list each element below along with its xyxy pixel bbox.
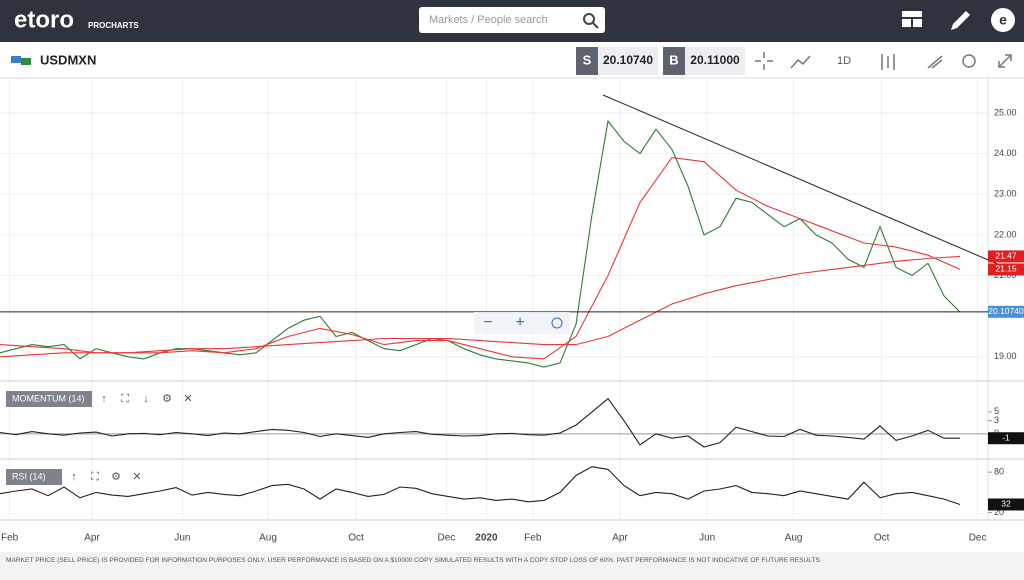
series-line (0, 466, 961, 506)
end-label: 21.15 (995, 264, 1017, 274)
y-tick-label: 24.00 (994, 148, 1017, 158)
edit-icon[interactable] (951, 11, 970, 30)
x-tick-label: Oct (348, 533, 364, 544)
end-label: 32 (1001, 499, 1011, 509)
indicator-title: MOMENTUM (14) (12, 393, 85, 403)
y-tick-label: 80 (994, 467, 1004, 477)
user-icon-letter: e (999, 12, 1007, 28)
y-tick-label: 25.00 (994, 107, 1017, 117)
y-tick-label: 5 (994, 406, 999, 416)
x-tick-label: Aug (259, 533, 277, 544)
indicator-tag (6, 469, 62, 485)
indicator-control[interactable]: ↓ (143, 393, 149, 405)
indicator-control[interactable]: ↑ (71, 471, 77, 483)
x-tick-label: Apr (612, 533, 628, 544)
y-tick-label: 23.00 (994, 189, 1017, 199)
zoom-out[interactable]: − (483, 314, 492, 331)
end-label-box (988, 263, 1024, 276)
indicator-control[interactable]: ⚙ (162, 393, 172, 405)
toolbar (0, 42, 1024, 78)
end-label-box (988, 305, 1024, 318)
end-label-box (988, 432, 1024, 445)
share-icon[interactable] (551, 317, 563, 329)
x-tick-label: 2020 (475, 533, 498, 544)
disclaimer: MARKET PRICE (SELL PRICE) IS PROVIDED FO… (6, 557, 822, 564)
symbol: USDMXN (40, 52, 96, 67)
end-label: 20.10740 (988, 306, 1024, 316)
zoom-controls: − + (474, 312, 570, 334)
x-tick-label: Jun (699, 533, 715, 544)
sell-price: 20.10740 (603, 53, 653, 67)
x-tick-label: Dec (438, 533, 456, 544)
y-tick-label: 3 (994, 415, 999, 425)
logo[interactable]: etoro (14, 6, 74, 33)
sell-button[interactable] (576, 47, 598, 75)
toolbar-icons[interactable] (755, 52, 1012, 70)
x-tick-label: Jun (174, 533, 190, 544)
end-label-box (988, 250, 1024, 263)
footer-bar (0, 552, 1024, 580)
buy-price: 20.11000 (690, 53, 740, 67)
interval[interactable]: 1D (837, 55, 851, 67)
buy-button[interactable] (663, 47, 685, 75)
end-label: 21.47 (995, 251, 1017, 261)
flag (11, 56, 21, 63)
indicator-control[interactable]: ⛶ (91, 471, 99, 483)
x-tick-label: Feb (1, 533, 19, 544)
x-tick-label: Dec (969, 533, 987, 544)
y-tick-label: 22.00 (994, 229, 1017, 239)
search-placeholder: Markets / People search (429, 14, 548, 26)
sell-label: S (583, 52, 592, 67)
y-tick-label: 20 (994, 507, 1004, 517)
indicator-control[interactable]: ⛶ (121, 393, 129, 405)
end-label: -1 (1002, 432, 1010, 442)
search-box[interactable] (419, 7, 605, 33)
search-icon[interactable] (583, 13, 595, 25)
indicator-control[interactable]: ⚙ (111, 471, 121, 483)
flag (21, 58, 31, 65)
indicator-title: RSI (14) (12, 471, 46, 481)
indicator-control[interactable]: ✕ (132, 471, 141, 483)
series-line (0, 255, 961, 358)
end-label-box (988, 498, 1024, 511)
x-tick-label: Feb (524, 533, 542, 544)
zoom-in[interactable]: + (515, 314, 524, 331)
user-icon[interactable] (991, 8, 1015, 32)
series-line (0, 397, 960, 448)
y-tick-label: 19.00 (994, 351, 1017, 361)
x-tick-label: Aug (785, 533, 803, 544)
indicator-control[interactable]: ↑ (101, 393, 107, 405)
search-icon (592, 22, 599, 29)
buy-label: B (669, 52, 678, 67)
x-tick-label: Oct (874, 533, 890, 544)
trend-line[interactable] (602, 94, 1001, 266)
indicator-tag (6, 391, 92, 407)
logo-sub: PROCHARTS (88, 21, 139, 30)
indicator-control[interactable]: ✕ (183, 393, 192, 405)
series-line (0, 157, 961, 360)
layout-icon[interactable] (902, 11, 922, 27)
x-tick-label: Apr (84, 533, 100, 544)
sell-price-box[interactable] (598, 47, 658, 75)
buy-price-box[interactable] (685, 47, 745, 75)
